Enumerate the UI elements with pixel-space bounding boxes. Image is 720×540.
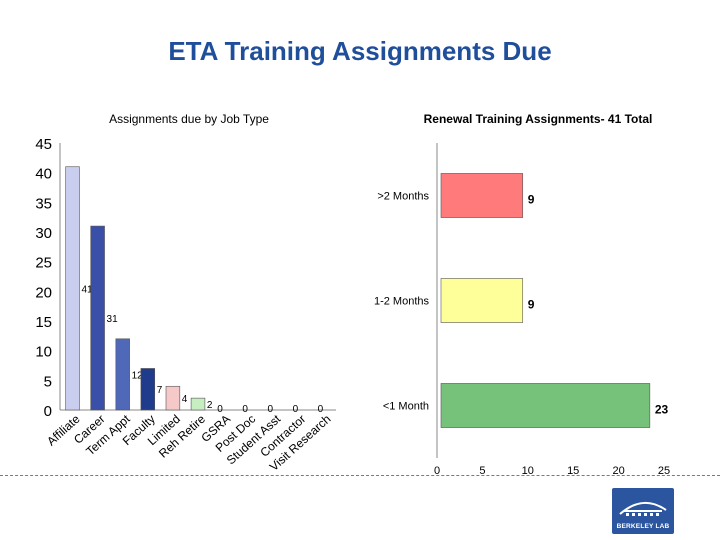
chart1-data-label: 12	[132, 370, 144, 381]
chart1-bar	[115, 338, 130, 411]
chart1-y-tick-label: 5	[44, 373, 52, 390]
job-type-bar-chart: Assignments due by Job Type0510152025303…	[35, 112, 336, 474]
chart2-y-tick-label: >2 Months	[377, 191, 429, 203]
chart1-y-tick-label: 20	[35, 284, 52, 301]
chart1-data-label: 0	[267, 404, 273, 415]
slide-title: ETA Training Assignments Due	[168, 36, 552, 66]
chart1-y-tick-label: 25	[35, 255, 52, 272]
chart1-bar	[140, 368, 156, 411]
chart1-data-label: 0	[242, 404, 248, 415]
chart1-data-label: 4	[182, 394, 188, 405]
chart1-y-tick-label: 30	[35, 225, 52, 242]
chart1-y-tick-label: 45	[35, 136, 52, 153]
chart2-bar	[440, 173, 524, 218]
chart2-data-label: 23	[655, 403, 669, 417]
chart2-y-tick-label: <1 Month	[383, 401, 429, 413]
chart1-data-label: 7	[157, 385, 163, 396]
chart1-data-label: 41	[81, 284, 93, 295]
chart1-data-label: 31	[107, 314, 119, 325]
chart2-data-label: 9	[528, 193, 535, 207]
chart1-title: Assignments due by Job Type	[109, 112, 269, 126]
chart1-bar	[190, 397, 206, 411]
chart1-data-label: 0	[293, 404, 299, 415]
chart2-x-tick-label: 15	[567, 465, 579, 477]
logo-text: BERKELEY LAB	[616, 523, 670, 530]
footer-divider	[0, 475, 720, 476]
chart2-x-tick-label: 5	[479, 465, 485, 477]
berkeley-lab-logo: BERKELEY LAB	[612, 488, 674, 534]
chart2-bar	[440, 278, 524, 323]
chart2-x-tick-label: 20	[612, 465, 624, 477]
chart2-x-tick-label: 10	[522, 465, 534, 477]
chart1-data-label: 2	[207, 400, 213, 411]
chart2-y-tick-label: 1-2 Months	[374, 296, 430, 308]
chart1-data-label: 0	[318, 404, 324, 415]
renewal-bar-chart: Renewal Training Assignments- 41 Total 0 5…	[374, 112, 670, 477]
chart1-bar	[65, 166, 80, 411]
chart1-bar	[165, 385, 181, 411]
lab-building-icon	[619, 502, 667, 516]
chart2-data-label: 9	[528, 298, 535, 312]
chart1-data-label: 0	[217, 404, 223, 415]
chart2-x-tick-label: 0	[434, 465, 440, 477]
chart2-title: Renewal Training Assignments- 41 Total	[424, 112, 653, 126]
chart2-bar	[440, 383, 651, 428]
chart1-y-tick-label: 15	[35, 314, 52, 331]
chart1-y-tick-label: 10	[35, 344, 52, 361]
chart1-y-tick-label: 40	[35, 166, 52, 183]
chart1-bar	[90, 225, 105, 411]
chart1-y-tick-label: 0	[44, 403, 52, 420]
chart2-x-tick-label: 25	[658, 465, 670, 477]
chart1-y-tick-label: 35	[35, 195, 52, 212]
